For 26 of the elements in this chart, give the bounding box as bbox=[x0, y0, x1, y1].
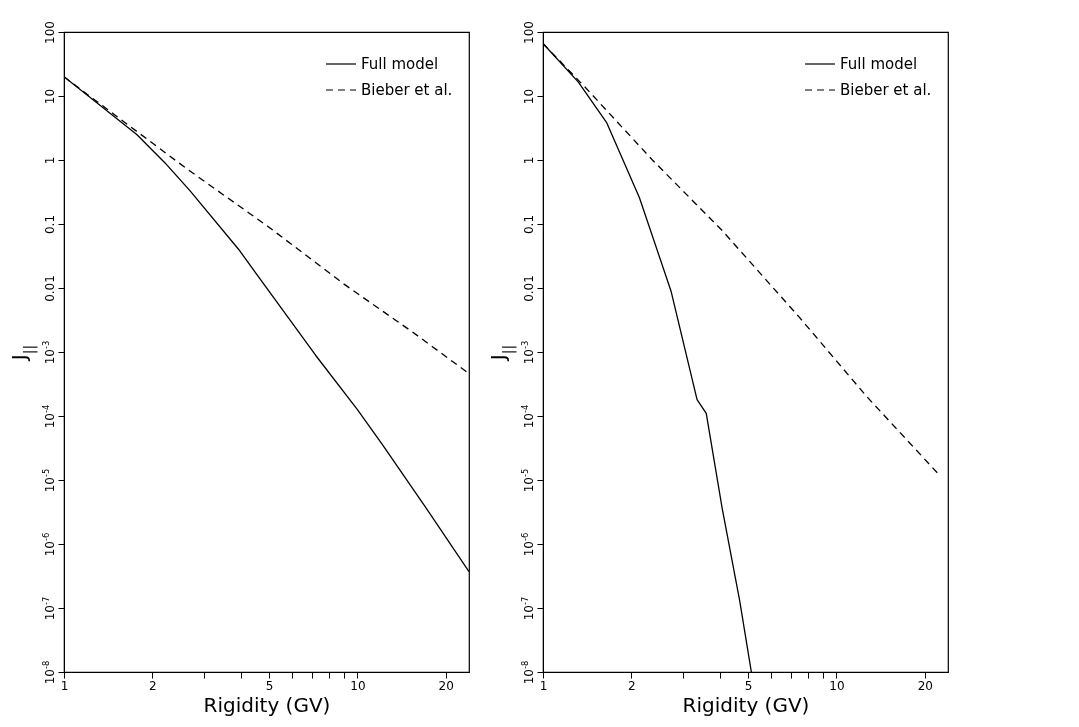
legend-label: Bieber et al. bbox=[840, 81, 932, 99]
x-tick-label: 10 bbox=[350, 678, 366, 693]
y-tick-label: 1 bbox=[42, 156, 57, 165]
x-tick-label: 2 bbox=[628, 678, 636, 693]
y-tick-label: 10 bbox=[521, 88, 536, 105]
x-axis-title: Rigidity (GV) bbox=[682, 692, 810, 717]
x-axis-title: Rigidity (GV) bbox=[203, 692, 331, 717]
y-tick-label: 100 bbox=[521, 21, 536, 44]
x-tick-label: 20 bbox=[917, 678, 933, 693]
y-tick-label: 0.1 bbox=[521, 214, 536, 235]
x-tick-label: 5 bbox=[265, 678, 274, 693]
legend-label: Bieber et al. bbox=[361, 81, 453, 99]
legend-label: Full model bbox=[361, 55, 439, 73]
legend-label: Full model bbox=[840, 55, 918, 73]
y-tick-label: 0.01 bbox=[42, 275, 57, 302]
x-tick-label: 5 bbox=[744, 678, 753, 693]
y-tick-label: 100 bbox=[42, 21, 57, 44]
y-tick-label: 0.01 bbox=[521, 275, 536, 302]
x-tick-label: 2 bbox=[149, 678, 157, 693]
x-tick-label: 10 bbox=[829, 678, 845, 693]
x-tick-label: 1 bbox=[539, 678, 548, 693]
x-tick-label: 1 bbox=[60, 678, 69, 693]
x-tick-label: 20 bbox=[438, 678, 454, 693]
y-tick-label: 0.1 bbox=[42, 214, 57, 235]
y-tick-label: 10 bbox=[42, 88, 57, 105]
y-tick-label: 1 bbox=[521, 156, 536, 165]
